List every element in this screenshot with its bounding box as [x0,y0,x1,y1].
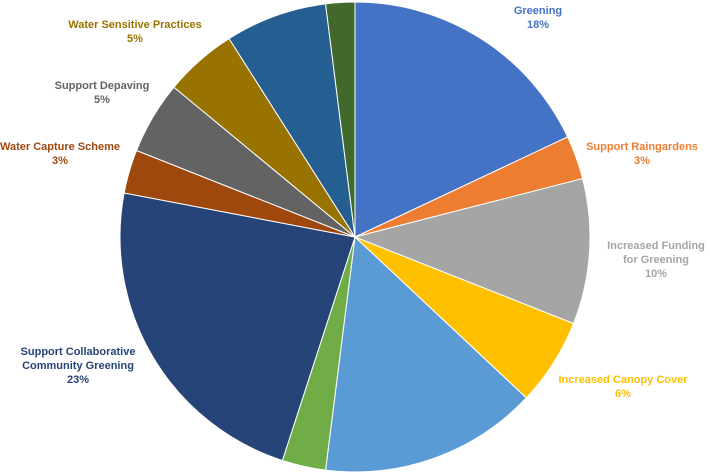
pie-slice [324,1,356,238]
pie-slice [119,192,356,462]
slice-label: Greening 18% [463,4,613,32]
slice-value-label: 5% [127,33,143,45]
slice-name: Support Raingardens [586,141,698,153]
slice-label: Support Raingardens 3% [567,140,710,168]
slice-label: Increased Funding for Greening 10% [601,239,710,281]
slice-name: Water Sensitive Practices [68,19,202,31]
slice-name: Greening [513,5,563,17]
slice-name: Increased Funding for Greening [607,240,705,266]
slice-label: Support Depaving 5% [37,79,167,107]
slice-value-label: 23% [66,374,90,386]
slice-value-label: 18% [526,19,550,31]
pie-slice [324,235,528,473]
slice-value-label: 6% [615,388,631,400]
slice-name: Water Capture Scheme [0,141,121,153]
slice-value-label: 3% [634,155,650,167]
slice-name: Increased Canopy Cover [558,374,688,386]
slice-value-label: 10% [644,268,668,280]
pie-slice [354,1,569,238]
slice-label: Water Capture Scheme 3% [0,140,125,168]
slice-label: Water Sensitive Practices 5% [60,18,210,46]
pie-slice [228,3,356,238]
slice-label: Support Collaborative Community Greening… [18,345,138,387]
slice-value-label: 5% [94,94,110,106]
slice-label: Increased Canopy Cover 6% [548,373,698,401]
slice-name: Support Depaving [54,80,150,92]
slice-value-label: 3% [52,155,68,167]
pie-slice [353,177,591,325]
slice-name: Support Collaborative Community Greening [20,346,136,372]
